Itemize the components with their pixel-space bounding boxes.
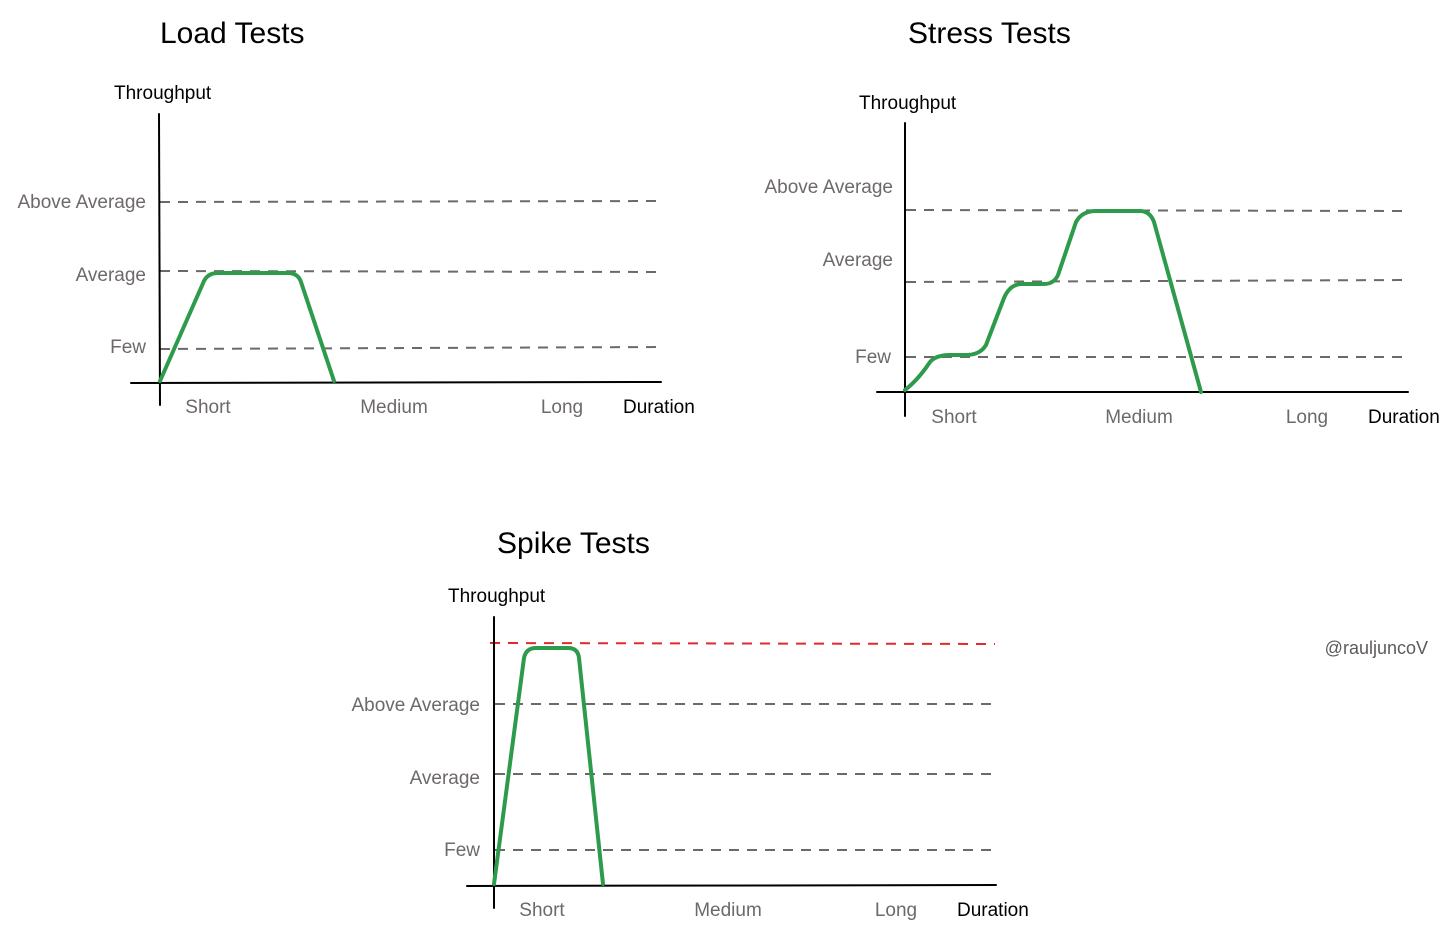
- spike-tests-level-average: Average: [410, 768, 480, 789]
- spike-tests-x-medium: Medium: [694, 900, 762, 921]
- stress-tests-x-axis-label: Duration: [1368, 407, 1440, 428]
- spike-tests-level-few: Few: [444, 840, 480, 861]
- load-tests-x-axis: [130, 381, 662, 384]
- stress-tests-x-medium: Medium: [1105, 407, 1173, 428]
- load-tests-x-long: Long: [541, 397, 583, 418]
- stress-tests-gridline-average: [905, 279, 1409, 283]
- stress-tests-throughput-curve: [903, 209, 1203, 394]
- load-tests-level-above-average: Above Average: [17, 192, 146, 213]
- spike-tests-throughput-curve: [492, 646, 605, 886]
- author-credit: @rauljuncoV: [1325, 638, 1428, 658]
- load-tests-throughput-curve: [158, 271, 336, 383]
- stress-tests-x-short: Short: [931, 407, 977, 428]
- load-tests-x-medium: Medium: [360, 397, 428, 418]
- spike-tests-limit-line: [489, 642, 996, 645]
- load-tests-level-average: Average: [76, 265, 146, 286]
- load-tests-x-short: Short: [185, 397, 231, 418]
- spike-tests-y-axis-label: Throughput: [448, 586, 546, 607]
- load-tests-y-axis-label: Throughput: [114, 83, 212, 104]
- load-tests-title: Load Tests: [160, 17, 305, 50]
- load-tests-y-axis: [158, 113, 161, 406]
- load-tests-gridline-average: [159, 270, 663, 273]
- load-tests-gridline-few: [159, 346, 663, 350]
- stress-tests-y-axis-label: Throughput: [859, 93, 957, 114]
- spike-tests-title: Spike Tests: [497, 527, 650, 560]
- spike-tests-panel: Spike Tests Throughput Above Average Ave…: [351, 527, 1028, 921]
- stress-tests-level-average: Average: [823, 250, 893, 271]
- stress-tests-level-above-average: Above Average: [764, 177, 893, 198]
- spike-tests-x-short: Short: [519, 900, 565, 921]
- spike-tests-x-long: Long: [875, 900, 917, 921]
- load-tests-x-axis-label: Duration: [623, 397, 695, 418]
- spike-tests-level-above-average: Above Average: [351, 695, 480, 716]
- stress-tests-level-few: Few: [855, 347, 891, 368]
- load-tests-level-few: Few: [110, 337, 146, 358]
- load-tests-gridline-above-average: [159, 200, 663, 203]
- stress-tests-title: Stress Tests: [908, 17, 1071, 50]
- stress-tests-x-long: Long: [1286, 407, 1328, 428]
- load-tests-panel: Load Tests Throughput Above Average Aver…: [17, 17, 694, 418]
- stress-tests-panel: Stress Tests Throughput Above Average Av…: [764, 17, 1439, 428]
- stress-tests-gridline-above-average: [905, 209, 1409, 212]
- spike-tests-x-axis-label: Duration: [957, 900, 1029, 921]
- spike-tests-x-axis: [466, 884, 997, 887]
